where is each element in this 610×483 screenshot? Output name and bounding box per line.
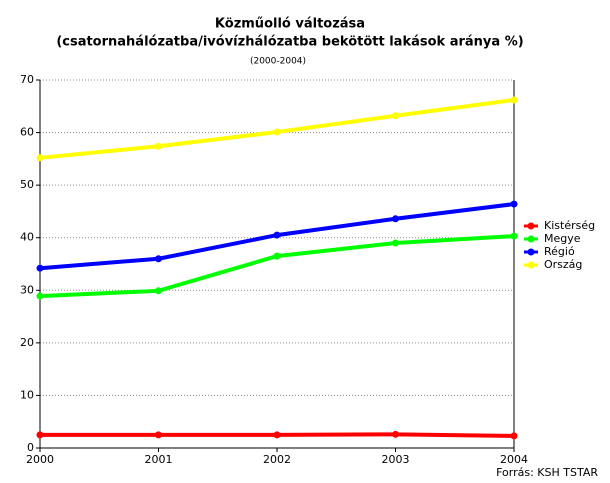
point: [155, 255, 162, 263]
point: [392, 112, 399, 120]
source: Forrás: KSH TSTAR: [496, 466, 598, 479]
point: [155, 142, 162, 150]
y-tick-label: 0: [27, 441, 34, 454]
y-tick-label: 50: [20, 178, 34, 191]
chart-period: (2000-2004): [250, 57, 306, 67]
point: [273, 431, 281, 439]
y-tick-label: 70: [20, 73, 34, 86]
point: [36, 431, 44, 439]
x-tick-label: 2004: [500, 453, 528, 466]
legend-label: Régió: [544, 245, 575, 258]
x-tick-label: 2003: [382, 453, 410, 466]
point: [392, 239, 399, 247]
point: [392, 430, 399, 438]
point: [36, 264, 44, 272]
legend-label: Ország: [544, 258, 582, 271]
point: [36, 154, 44, 162]
y-tick-label: 40: [20, 231, 34, 244]
chart-title: Közműolló változása: [215, 17, 365, 32]
y-tick-label: 20: [20, 336, 34, 349]
legend-dot: [527, 235, 535, 243]
point: [273, 128, 281, 136]
legend-dot: [527, 261, 535, 269]
y-tick-label: 10: [20, 388, 34, 401]
point: [273, 231, 281, 239]
point: [510, 432, 518, 440]
point: [392, 215, 399, 223]
legend-label: Megye: [544, 232, 581, 245]
x-tick-label: 2001: [145, 453, 173, 466]
chart-subtitle: (csatornahálózatba/ivóvízhálózatba beköt…: [56, 35, 523, 50]
point: [510, 96, 518, 104]
legend-dot: [527, 222, 535, 230]
point: [510, 200, 518, 208]
legend-label: Kistérség: [544, 219, 595, 232]
y-tick-label: 30: [20, 283, 34, 296]
point: [510, 232, 518, 240]
x-tick-label: 2000: [26, 453, 54, 466]
legend-dot: [527, 248, 535, 256]
point: [155, 287, 162, 295]
point: [36, 292, 44, 300]
point: [155, 431, 162, 439]
y-tick-label: 60: [20, 126, 34, 139]
x-tick-label: 2002: [263, 453, 291, 466]
point: [273, 252, 281, 260]
